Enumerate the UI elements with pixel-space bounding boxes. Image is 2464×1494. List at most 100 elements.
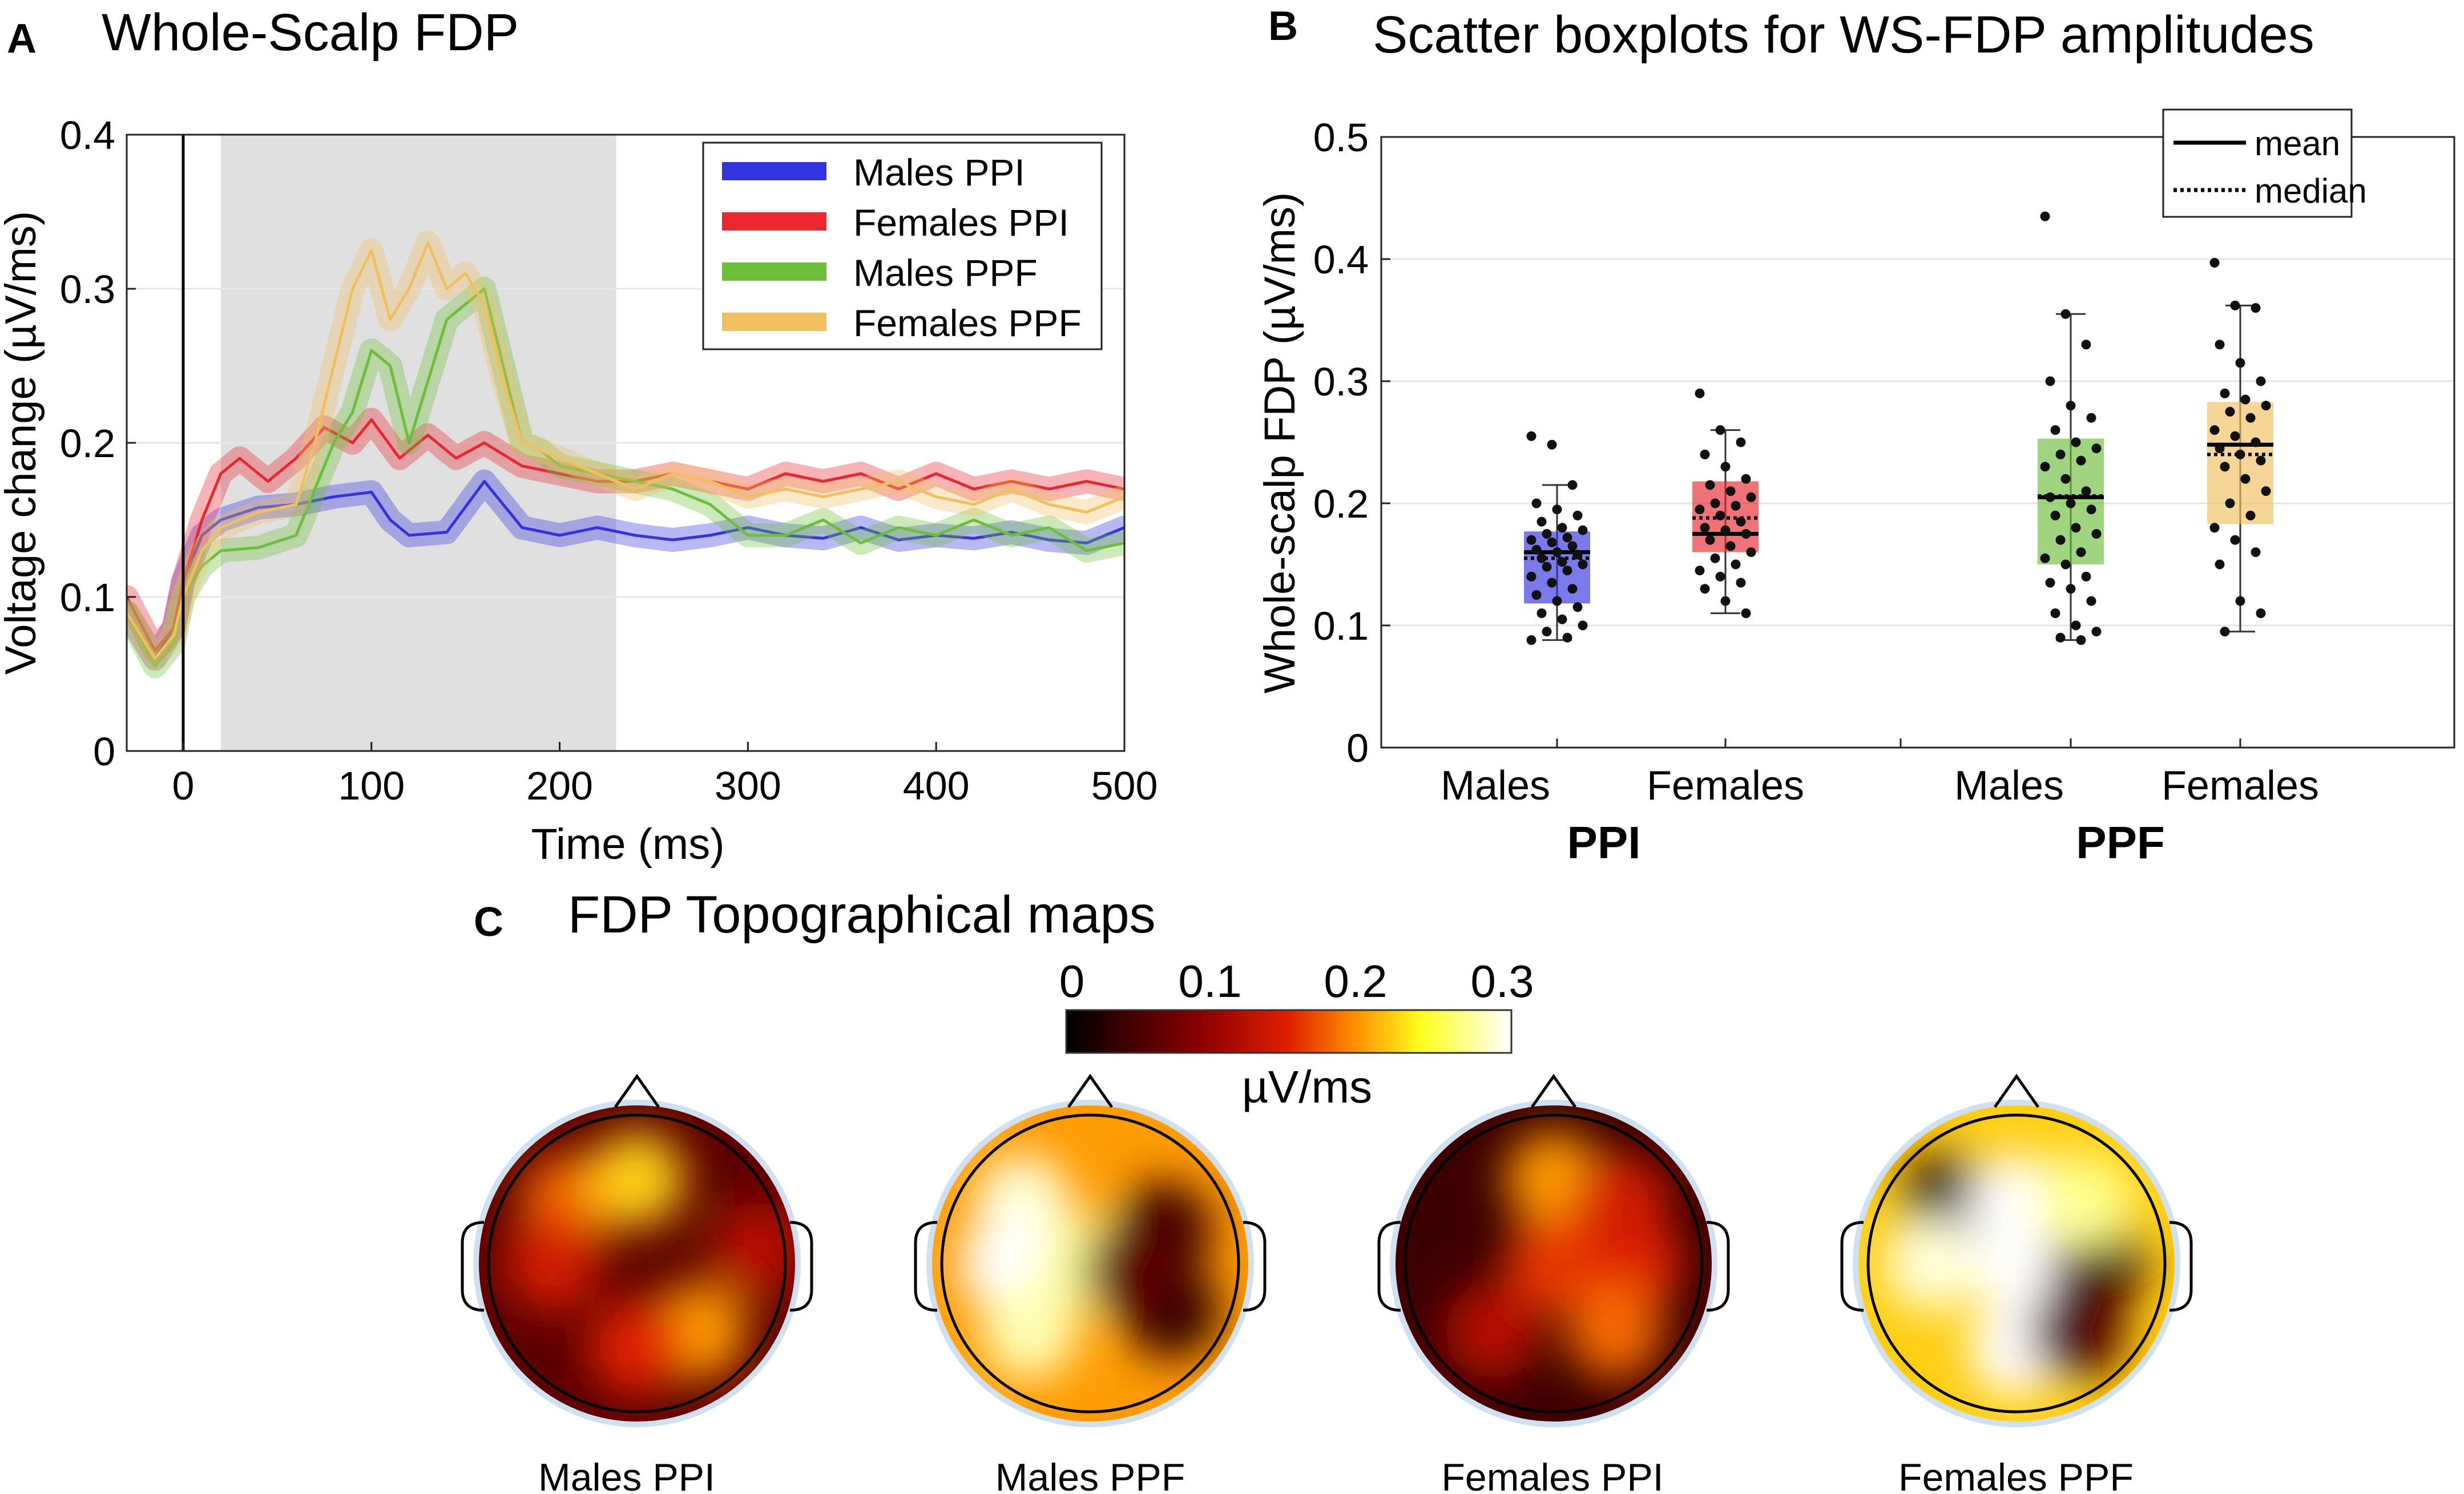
colorbar-tick-0: 0 xyxy=(1059,956,1085,1007)
panel-b-ticks: 0 0.1 0.2 0.3 0.4 0.5 xyxy=(1313,115,2241,770)
data-point-females-ppf xyxy=(2209,425,2220,435)
topo-label-females-ppf: Females PPF xyxy=(1898,1456,2134,1494)
topo-map-males-ppf xyxy=(930,1104,1250,1423)
data-point-males-ppi xyxy=(1542,562,1552,572)
data-point-females-ppf xyxy=(2256,455,2266,466)
left-ear-females-ppi xyxy=(1377,1221,1401,1312)
topo-label-males-ppi: Males PPI xyxy=(538,1456,715,1494)
panel-c: C FDP Topographical maps 0 0.1 0.2 0.3 µ… xyxy=(461,886,2193,1494)
cat-label-males-ppf: Males xyxy=(1954,763,2064,809)
data-point-males-ppf xyxy=(2045,492,2055,502)
data-point-females-ppi xyxy=(1705,535,1715,545)
data-point-males-ppi xyxy=(1557,614,1567,624)
panel-b-axes-box xyxy=(1380,136,2455,749)
topo-spot-center xyxy=(1506,1216,1602,1311)
data-point-females-ppi xyxy=(1710,498,1720,508)
data-point-females-ppf xyxy=(2220,388,2230,398)
panel-a-letter: A xyxy=(7,16,37,62)
data-point-males-ppi xyxy=(1547,439,1557,450)
topo-spot-lower-left xyxy=(981,1283,1077,1379)
panel-b-legend: mean median xyxy=(2162,108,2367,218)
data-point-females-ppi xyxy=(1746,547,1756,558)
data-point-males-ppf xyxy=(2050,510,2060,520)
data-point-males-ppf xyxy=(2066,584,2076,594)
topo-spot-right-edge xyxy=(711,1202,797,1298)
a-ytick-label: 0 xyxy=(93,729,115,774)
data-point-males-ppi xyxy=(1567,584,1578,594)
data-point-males-ppi xyxy=(1547,537,1557,547)
data-point-males-ppi xyxy=(1572,602,1583,612)
a-xtick-label: 0 xyxy=(172,764,194,808)
data-point-males-ppf xyxy=(2081,340,2091,350)
data-point-females-ppi xyxy=(1720,462,1731,472)
data-point-females-ppi xyxy=(1725,541,1736,551)
data-point-females-ppi xyxy=(1695,388,1705,398)
data-point-females-ppi xyxy=(1725,486,1736,496)
data-point-males-ppi xyxy=(1562,632,1572,643)
a-xtick-label: 100 xyxy=(338,764,405,808)
data-point-females-ppi xyxy=(1736,578,1746,588)
right-ear-males-ppi xyxy=(789,1221,813,1312)
data-point-males-ppi xyxy=(1537,608,1547,619)
data-point-males-ppi xyxy=(1552,547,1562,558)
panel-a-title: Whole-Scalp FDP xyxy=(102,3,519,62)
data-point-males-ppf xyxy=(2086,596,2096,606)
panel-a: A Whole-Scalp FDP 0 0.1 0.2 0.3 0.4 0 100 200 30… xyxy=(0,3,1158,869)
b-ytick-label: 0.3 xyxy=(1313,360,1369,404)
data-point-females-ppi xyxy=(1736,437,1746,447)
data-point-females-ppi xyxy=(1741,474,1751,484)
data-point-females-ppf xyxy=(2215,443,2225,454)
topo-maps xyxy=(461,1073,2193,1427)
data-point-males-ppi xyxy=(1542,627,1552,637)
legend-label-males-ppf: Males PPF xyxy=(853,252,1038,294)
series-line-males-ppf xyxy=(127,287,1124,668)
data-point-females-ppf xyxy=(2230,300,2240,310)
topo-rim-females-ppf xyxy=(1853,1100,2180,1427)
data-point-males-ppf xyxy=(2071,523,2081,533)
data-point-females-ppf xyxy=(2245,510,2256,520)
data-point-males-ppf xyxy=(2086,504,2096,515)
panel-b-letter: B xyxy=(1268,3,1298,49)
data-point-females-ppi xyxy=(1705,480,1715,490)
topo-spot-bottom-center xyxy=(589,1299,685,1396)
legend-label-males-ppi: Males PPI xyxy=(853,151,1025,193)
data-point-males-ppf xyxy=(2076,455,2086,466)
data-point-females-ppi xyxy=(1720,525,1731,535)
data-point-females-ppf xyxy=(2256,376,2266,386)
panel-c-letter: C xyxy=(474,899,503,945)
panel-b-gridlines xyxy=(1381,258,2454,627)
data-point-males-ppf xyxy=(2045,578,2055,588)
legend-mean-label: mean xyxy=(2255,124,2340,163)
topo-map-females-ppf xyxy=(1857,1104,2176,1423)
group-label-ppi: PPI xyxy=(1567,817,1641,868)
topo-label-females-ppi: Females PPI xyxy=(1441,1456,1663,1494)
panel-a-series xyxy=(127,231,1124,679)
data-point-females-ppi xyxy=(1746,492,1756,502)
data-point-females-ppi xyxy=(1736,516,1746,527)
data-point-males-ppi xyxy=(1526,571,1537,582)
topo-spot-upper-right xyxy=(1574,1154,1669,1250)
data-point-males-ppi xyxy=(1567,541,1578,551)
data-point-males-ppf xyxy=(2050,425,2060,435)
colorbar-label: µV/ms xyxy=(1242,1061,1372,1112)
panel-a-ylabel: Voltage change (µV/ms) xyxy=(0,211,45,675)
topo-rim-males-ppf xyxy=(926,1100,1254,1427)
data-point-males-ppf xyxy=(2071,620,2081,631)
data-point-males-ppi xyxy=(1531,498,1542,508)
data-point-males-ppi xyxy=(1552,596,1562,606)
panel-a-ticks: 0 0.1 0.2 0.3 0.4 0 100 200 300 400 500 xyxy=(60,113,1158,808)
panel-b-ylabel: Whole-scalp FDP (µV/ms) xyxy=(1256,192,1304,694)
data-point-males-ppi xyxy=(1572,510,1583,520)
panel-a-xlabel: Time (ms) xyxy=(531,820,724,869)
data-point-males-ppf xyxy=(2060,309,2071,319)
data-point-females-ppi xyxy=(1731,559,1741,570)
b-ytick-label: 0.4 xyxy=(1313,237,1369,282)
data-point-females-ppf xyxy=(2230,535,2240,545)
data-point-males-ppi xyxy=(1537,553,1547,563)
data-point-females-ppi xyxy=(1710,553,1720,563)
group-label-ppf: PPF xyxy=(2076,817,2165,868)
data-point-males-ppi xyxy=(1531,590,1542,600)
b-ytick-label: 0 xyxy=(1346,726,1369,770)
data-point-males-ppf xyxy=(2081,571,2091,582)
data-point-males-ppf xyxy=(2050,608,2060,619)
